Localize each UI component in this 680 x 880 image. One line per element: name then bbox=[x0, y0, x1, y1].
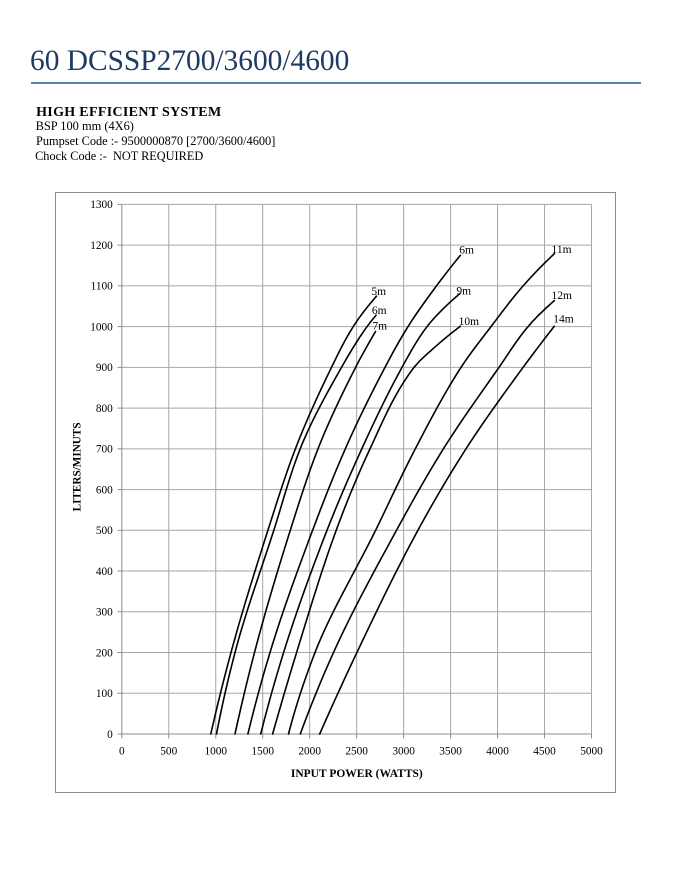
svg-text:1300: 1300 bbox=[90, 199, 113, 211]
svg-text:1000: 1000 bbox=[90, 321, 113, 333]
svg-text:LITERS/MINUTS: LITERS/MINUTS bbox=[72, 422, 84, 511]
svg-text:5000: 5000 bbox=[580, 745, 603, 757]
svg-text:0: 0 bbox=[107, 728, 113, 740]
svg-text:1200: 1200 bbox=[90, 239, 113, 251]
svg-text:3500: 3500 bbox=[439, 745, 462, 757]
svg-text:100: 100 bbox=[96, 688, 113, 700]
svg-text:0: 0 bbox=[119, 745, 125, 757]
svg-text:10m: 10m bbox=[459, 316, 480, 328]
svg-text:900: 900 bbox=[96, 362, 113, 374]
svg-text:11m: 11m bbox=[552, 244, 572, 256]
svg-text:4000: 4000 bbox=[486, 745, 509, 757]
svg-text:1000: 1000 bbox=[204, 745, 227, 757]
svg-text:2000: 2000 bbox=[298, 745, 321, 757]
svg-text:500: 500 bbox=[96, 525, 113, 537]
svg-text:200: 200 bbox=[96, 647, 113, 659]
svg-text:12m: 12m bbox=[552, 290, 573, 302]
svg-text:400: 400 bbox=[96, 565, 113, 577]
svg-text:9m: 9m bbox=[456, 285, 471, 297]
svg-text:1500: 1500 bbox=[251, 745, 274, 757]
svg-text:5m: 5m bbox=[371, 286, 386, 298]
svg-text:6m: 6m bbox=[459, 244, 474, 256]
svg-text:700: 700 bbox=[96, 443, 113, 455]
svg-text:7m: 7m bbox=[372, 320, 387, 332]
svg-text:300: 300 bbox=[96, 606, 113, 618]
svg-text:14m: 14m bbox=[553, 313, 574, 325]
svg-text:2500: 2500 bbox=[345, 745, 368, 757]
svg-text:6m: 6m bbox=[372, 305, 387, 317]
svg-text:3000: 3000 bbox=[392, 745, 415, 757]
svg-text:INPUT POWER (WATTS): INPUT POWER (WATTS) bbox=[291, 768, 423, 780]
svg-text:800: 800 bbox=[96, 402, 113, 414]
svg-text:500: 500 bbox=[160, 745, 177, 757]
svg-text:1100: 1100 bbox=[91, 280, 114, 292]
svg-text:4500: 4500 bbox=[533, 745, 556, 757]
svg-text:600: 600 bbox=[96, 484, 113, 496]
